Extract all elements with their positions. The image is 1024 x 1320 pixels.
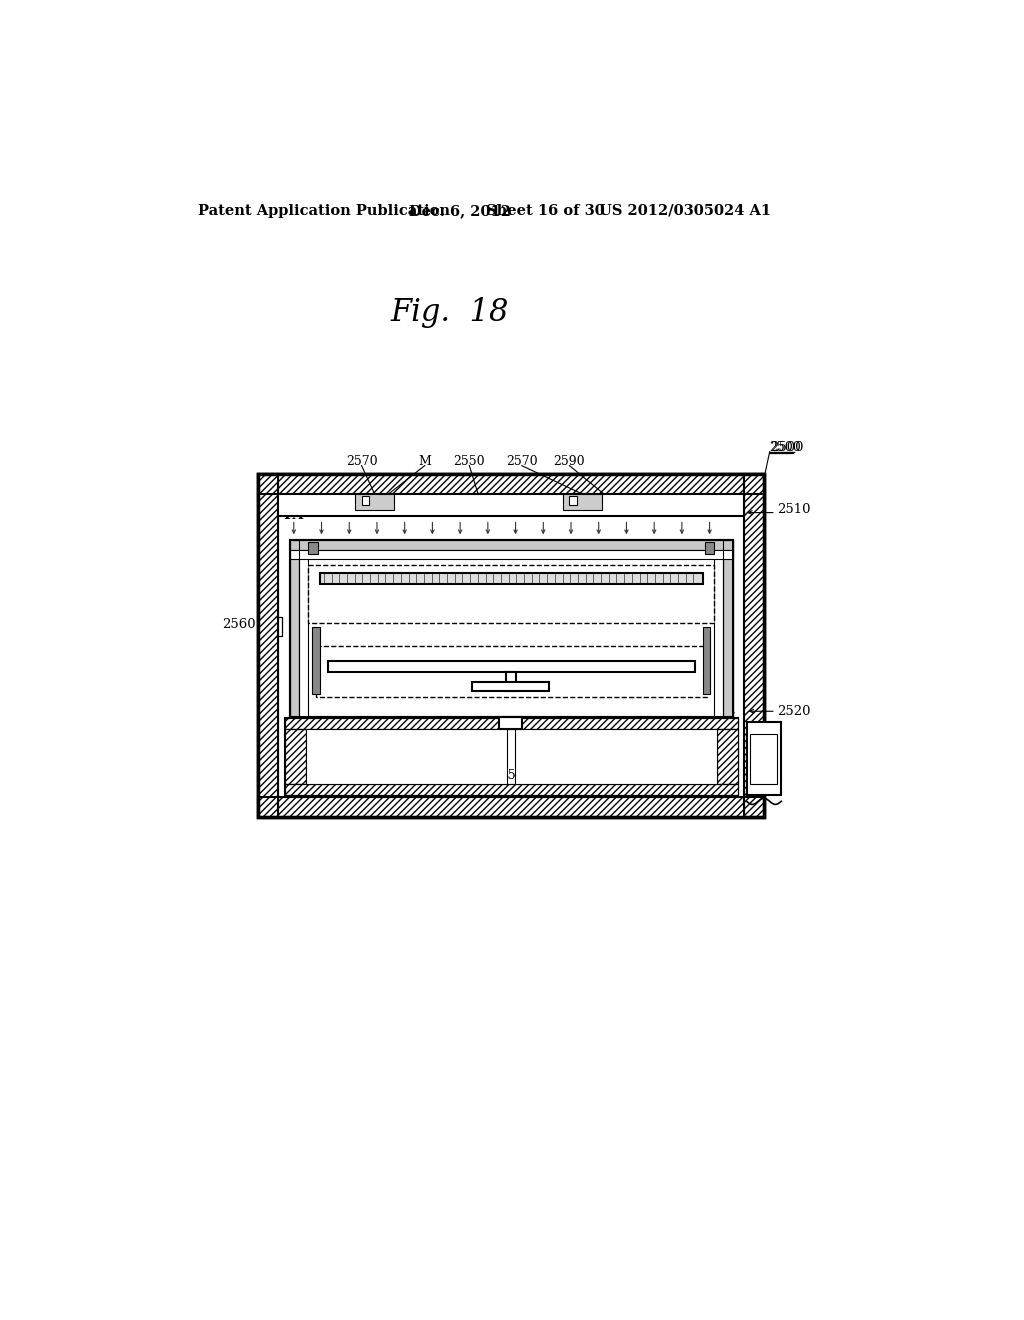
Text: 2522: 2522 <box>499 770 532 783</box>
Bar <box>290 549 733 558</box>
Text: 2528: 2528 <box>622 770 655 783</box>
Bar <box>308 565 714 623</box>
Bar <box>714 540 724 717</box>
Text: 2540: 2540 <box>414 593 447 606</box>
Text: 2564: 2564 <box>321 579 354 593</box>
Bar <box>702 627 711 693</box>
Bar <box>319 573 702 585</box>
Bar <box>751 734 777 784</box>
Bar <box>705 543 714 554</box>
Bar <box>299 540 308 717</box>
Bar <box>717 729 738 784</box>
Text: 2520: 2520 <box>777 705 811 718</box>
Bar <box>717 729 738 784</box>
Bar <box>744 474 764 817</box>
Bar <box>472 682 550 692</box>
Bar <box>569 496 578 506</box>
Bar <box>258 474 764 494</box>
Text: M: M <box>418 454 431 467</box>
Text: 2510: 2510 <box>777 503 811 516</box>
Text: 2524: 2524 <box>468 727 502 741</box>
Bar <box>258 474 764 817</box>
Text: 2550: 2550 <box>454 454 485 467</box>
Bar <box>279 494 744 516</box>
Text: PA: PA <box>284 508 304 521</box>
Text: 2530: 2530 <box>630 560 664 573</box>
Bar <box>290 540 299 717</box>
Text: 2536: 2536 <box>630 541 664 554</box>
Bar <box>744 474 764 817</box>
Bar <box>258 474 279 817</box>
Bar <box>312 627 319 693</box>
Bar <box>290 540 299 717</box>
Bar <box>746 722 781 795</box>
Bar <box>515 729 717 784</box>
Bar <box>285 729 306 784</box>
Bar <box>285 784 738 795</box>
Text: Dec. 6, 2012: Dec. 6, 2012 <box>410 203 511 218</box>
Bar <box>285 718 738 795</box>
Text: 2570: 2570 <box>506 454 538 467</box>
Text: Patent Application Publication: Patent Application Publication <box>199 203 451 218</box>
Text: 2590: 2590 <box>554 454 586 467</box>
Bar <box>258 797 764 817</box>
Text: 2560: 2560 <box>630 582 664 594</box>
Bar <box>285 718 738 729</box>
Bar <box>328 661 695 672</box>
Text: Sheet 16 of 30: Sheet 16 of 30 <box>486 203 605 218</box>
Bar <box>258 474 764 817</box>
Bar <box>306 729 507 784</box>
Text: 2570: 2570 <box>346 454 378 467</box>
Bar <box>258 797 764 817</box>
Bar <box>290 540 733 717</box>
Text: 2562: 2562 <box>321 639 354 652</box>
Bar <box>258 474 764 494</box>
Text: 2526: 2526 <box>631 706 665 719</box>
Bar <box>563 494 602 510</box>
Text: UA: UA <box>284 721 306 735</box>
Bar <box>290 540 733 549</box>
Text: 2534: 2534 <box>376 684 410 696</box>
Bar <box>316 645 707 697</box>
Bar <box>724 540 733 717</box>
Bar <box>361 496 370 506</box>
Text: US 2012/0305024 A1: US 2012/0305024 A1 <box>599 203 771 218</box>
Bar <box>724 540 733 717</box>
Bar <box>285 718 738 729</box>
Text: 2532: 2532 <box>460 684 494 696</box>
Text: 2500: 2500 <box>770 441 803 454</box>
Bar <box>290 540 733 717</box>
Text: DA: DA <box>593 685 614 698</box>
Bar <box>355 494 394 510</box>
Bar <box>506 672 516 692</box>
Bar <box>308 543 317 554</box>
Bar <box>500 717 522 729</box>
Bar <box>258 474 279 817</box>
Text: 2552: 2552 <box>481 593 514 606</box>
Text: Fig.  18: Fig. 18 <box>391 297 509 327</box>
Text: 2500: 2500 <box>770 441 802 454</box>
Bar <box>285 784 738 795</box>
Bar <box>285 729 306 784</box>
Text: 2560: 2560 <box>221 618 255 631</box>
